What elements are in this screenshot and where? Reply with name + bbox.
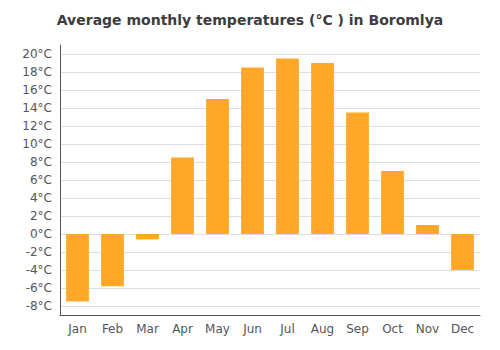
svg-text:6°C: 6°C xyxy=(30,173,52,187)
svg-text:4°C: 4°C xyxy=(30,191,52,205)
svg-text:Apr: Apr xyxy=(172,322,193,336)
svg-text:-6°C: -6°C xyxy=(26,281,52,295)
svg-text:Feb: Feb xyxy=(102,322,123,336)
svg-text:-8°C: -8°C xyxy=(26,299,52,313)
svg-text:May: May xyxy=(205,322,230,336)
svg-text:16°C: 16°C xyxy=(22,83,52,97)
svg-text:Mar: Mar xyxy=(136,322,159,336)
svg-text:Sep: Sep xyxy=(346,322,369,336)
svg-text:-4°C: -4°C xyxy=(26,263,52,277)
svg-text:Average monthly temperatures (: Average monthly temperatures (°C ) in Bo… xyxy=(57,12,443,28)
svg-text:Oct: Oct xyxy=(382,322,403,336)
svg-text:Aug: Aug xyxy=(311,322,334,336)
svg-text:-2°C: -2°C xyxy=(26,245,52,259)
svg-text:18°C: 18°C xyxy=(22,65,52,79)
svg-text:14°C: 14°C xyxy=(22,101,52,115)
svg-text:Jun: Jun xyxy=(242,322,262,336)
svg-text:Jan: Jan xyxy=(67,322,87,336)
svg-text:2°C: 2°C xyxy=(30,209,52,223)
svg-text:Nov: Nov xyxy=(416,322,439,336)
svg-text:Jul: Jul xyxy=(279,322,294,336)
svg-text:20°C: 20°C xyxy=(22,47,52,61)
svg-text:0°C: 0°C xyxy=(30,227,52,241)
svg-text:8°C: 8°C xyxy=(30,155,52,169)
svg-text:10°C: 10°C xyxy=(22,137,52,151)
svg-text:12°C: 12°C xyxy=(22,119,52,133)
svg-text:Dec: Dec xyxy=(451,322,474,336)
